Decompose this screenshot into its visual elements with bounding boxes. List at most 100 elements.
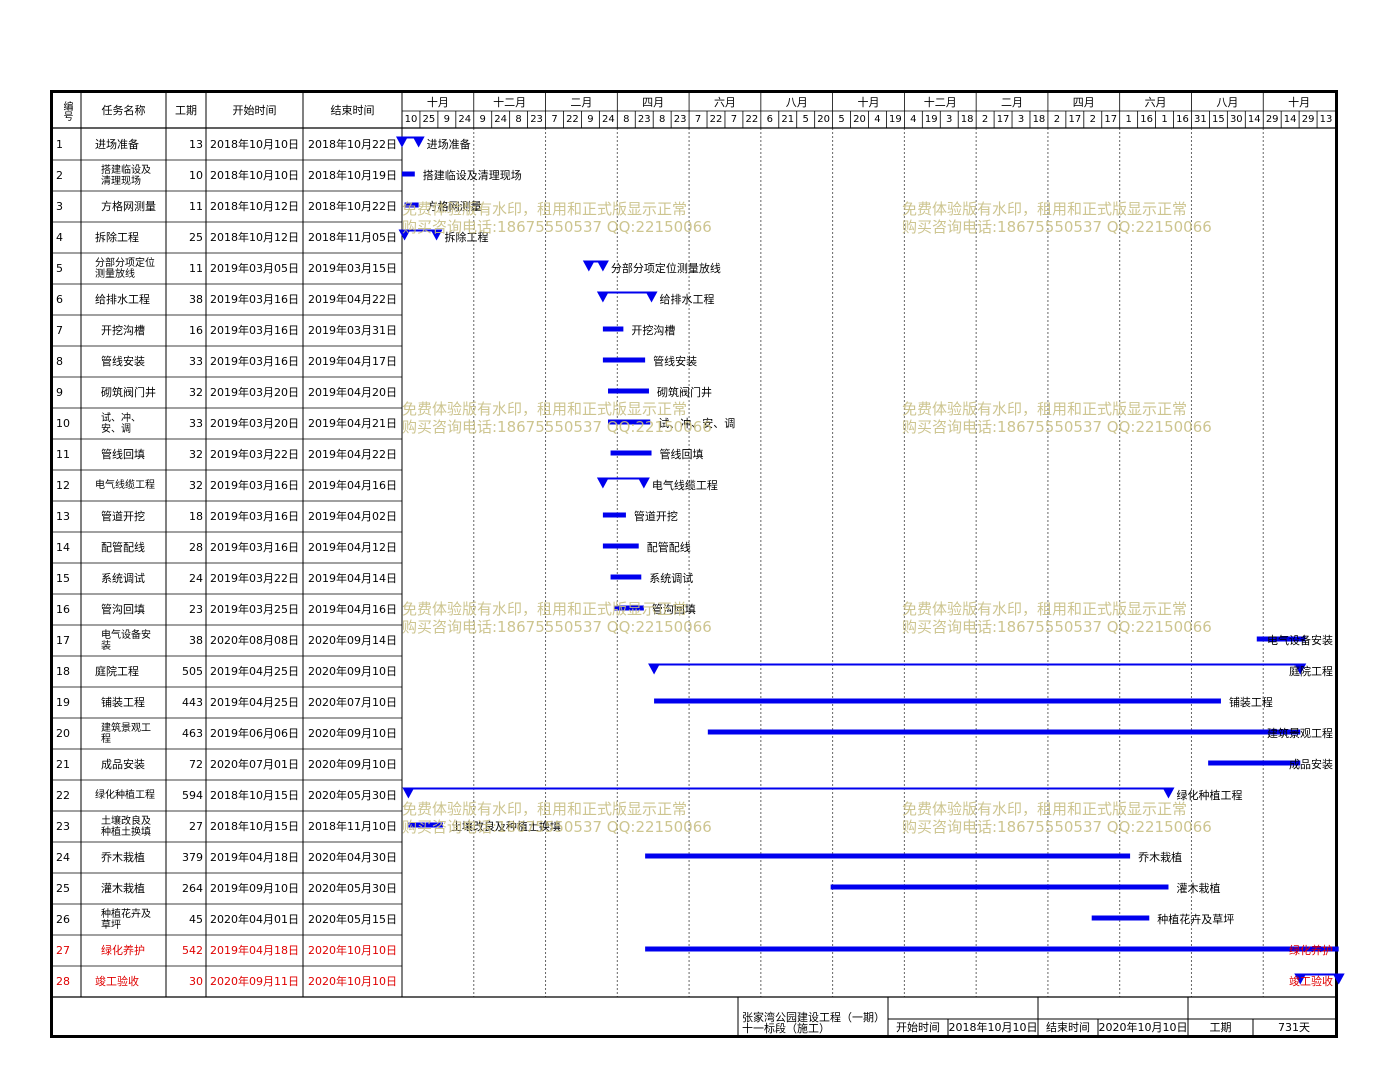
summary-marker xyxy=(596,477,609,489)
tick-label: 7 xyxy=(694,114,702,125)
task-name: 管道开挖 xyxy=(101,510,145,523)
task-id: 4 xyxy=(56,231,63,244)
task-duration: 379 xyxy=(182,851,203,864)
task-duration: 32 xyxy=(189,386,203,399)
task-start: 2019年03月22日 xyxy=(210,448,299,461)
task-bar xyxy=(1208,760,1301,766)
task-bar xyxy=(614,605,644,611)
bar-label: 进场准备 xyxy=(426,138,471,151)
watermark-line-1: 免费体验版有水印，租用和正式版显示正常 xyxy=(402,400,688,418)
task-start: 2019年04月18日 xyxy=(210,944,299,957)
watermark-line-2: 购买咨询电话:18675550537 QQ:22150066 xyxy=(402,218,712,236)
task-duration: 505 xyxy=(182,665,203,678)
bar-label: 管线回填 xyxy=(659,448,704,461)
summary-marker xyxy=(1332,973,1345,985)
task-start: 2020年08月08日 xyxy=(210,634,299,647)
tick-label: 23 xyxy=(637,114,651,125)
task-name: 分部分项定位测量放线 xyxy=(95,257,155,280)
task-duration: 443 xyxy=(182,696,203,709)
task-end: 2019年04月02日 xyxy=(308,510,397,523)
footer-duration-value: 731天 xyxy=(1278,1021,1310,1034)
summary-bar xyxy=(408,787,1169,790)
month-label: 六月 xyxy=(713,95,736,109)
task-duration: 33 xyxy=(189,417,203,430)
task-end: 2019年04月12日 xyxy=(308,541,397,554)
task-end: 2020年09月10日 xyxy=(308,665,397,678)
task-start: 2019年03月16日 xyxy=(210,510,299,523)
bar-label: 绿化种植工程 xyxy=(1176,789,1243,802)
tick-label: 14 xyxy=(1283,114,1297,125)
task-bar xyxy=(707,729,1301,735)
tick-label: 6 xyxy=(766,114,773,125)
watermark-line-1: 免费体验版有水印，租用和正式版显示正常 xyxy=(902,600,1188,618)
task-bar xyxy=(1091,915,1150,921)
summary-marker xyxy=(1162,787,1175,799)
task-name: 乔木栽植 xyxy=(101,851,145,864)
tick-label: 16 xyxy=(1176,114,1189,125)
task-id: 10 xyxy=(56,417,70,430)
tick-label: 8 xyxy=(658,114,666,125)
tick-label: 3 xyxy=(1017,114,1025,125)
task-duration: 33 xyxy=(189,355,203,368)
tick-label: 2 xyxy=(1089,114,1096,125)
bar-label: 系统调试 xyxy=(649,572,694,585)
task-bar xyxy=(645,946,1339,952)
bar-label: 竣工验收 xyxy=(1289,975,1333,988)
task-id: 11 xyxy=(56,448,70,461)
tick-label: 2 xyxy=(981,114,989,125)
task-end: 2018年11月10日 xyxy=(308,820,397,833)
task-name: 搭建临设及清理现场 xyxy=(101,164,151,187)
task-name: 灌木栽植 xyxy=(101,882,145,895)
task-name: 给排水工程 xyxy=(95,293,150,306)
month-label: 四月 xyxy=(1072,95,1095,109)
tick-label: 20 xyxy=(817,114,830,125)
tick-label: 24 xyxy=(601,114,615,125)
tick-label: 23 xyxy=(530,114,543,125)
task-end: 2019年04月16日 xyxy=(308,479,397,492)
task-name: 方格网测量 xyxy=(101,200,156,213)
month-label: 四月 xyxy=(642,95,665,109)
task-id: 20 xyxy=(56,727,70,740)
task-id: 28 xyxy=(56,975,70,988)
task-id: 25 xyxy=(56,882,70,895)
task-duration: 38 xyxy=(189,293,203,306)
task-duration: 13 xyxy=(189,138,203,151)
tick-label: 13 xyxy=(1319,114,1333,125)
task-end: 2018年10月19日 xyxy=(308,169,397,182)
task-end: 2020年09月10日 xyxy=(308,758,397,771)
task-bar xyxy=(602,357,646,363)
task-start: 2018年10月12日 xyxy=(210,200,299,213)
watermark-line-2: 购买咨询电话:18675550537 QQ:22150066 xyxy=(402,618,712,636)
tick-label: 18 xyxy=(960,114,974,125)
footer-end-label: 结束时间 xyxy=(1046,1021,1090,1034)
task-end: 2018年10月22日 xyxy=(308,200,397,213)
bar-label: 庭院工程 xyxy=(1289,665,1333,678)
tick-label: 4 xyxy=(910,114,917,125)
task-name: 铺装工程 xyxy=(101,696,145,709)
bar-label: 分部分项定位测量放线 xyxy=(610,262,721,275)
task-duration: 10 xyxy=(189,169,203,182)
task-name: 管线安装 xyxy=(101,355,145,368)
task-end: 2020年07月10日 xyxy=(308,696,397,709)
summary-marker xyxy=(645,291,658,303)
task-duration: 23 xyxy=(189,603,203,616)
task-start: 2018年10月15日 xyxy=(210,820,299,833)
task-start: 2019年03月16日 xyxy=(210,541,299,554)
bar-label: 电气线缆工程 xyxy=(651,479,718,492)
tick-label: 23 xyxy=(673,114,687,125)
task-id: 24 xyxy=(56,851,70,864)
task-duration: 30 xyxy=(189,975,203,988)
task-duration: 16 xyxy=(189,324,203,337)
summary-bar xyxy=(404,229,437,232)
task-end: 2020年09月14日 xyxy=(308,634,397,647)
tick-label: 9 xyxy=(587,114,594,125)
task-bar xyxy=(654,698,1221,704)
summary-marker xyxy=(596,260,609,272)
summary-marker xyxy=(1294,663,1307,675)
watermark-line-1: 免费体验版有水印，租用和正式版显示正常 xyxy=(902,200,1188,218)
task-start: 2018年10月12日 xyxy=(210,231,299,244)
task-bar xyxy=(404,202,419,208)
tick-label: 22 xyxy=(709,114,723,125)
summary-bar xyxy=(654,663,1301,666)
task-name: 管沟回填 xyxy=(101,603,145,616)
